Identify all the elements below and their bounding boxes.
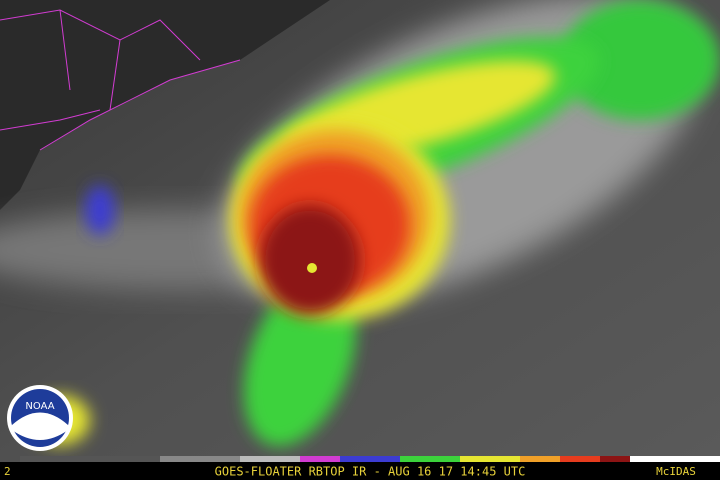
footer-corner: 2: [4, 465, 11, 478]
noaa-logo: NOAA: [7, 385, 73, 451]
footer-title: GOES-FLOATER RBTOP IR - AUG 16 17 14:45 …: [215, 465, 526, 479]
logo-text: NOAA: [25, 401, 54, 412]
footer-bar: [0, 462, 720, 480]
color-scale: [20, 456, 720, 462]
footer-brand: McIDAS: [656, 465, 696, 478]
land: [0, 0, 330, 210]
cloud-field: [0, 0, 720, 447]
